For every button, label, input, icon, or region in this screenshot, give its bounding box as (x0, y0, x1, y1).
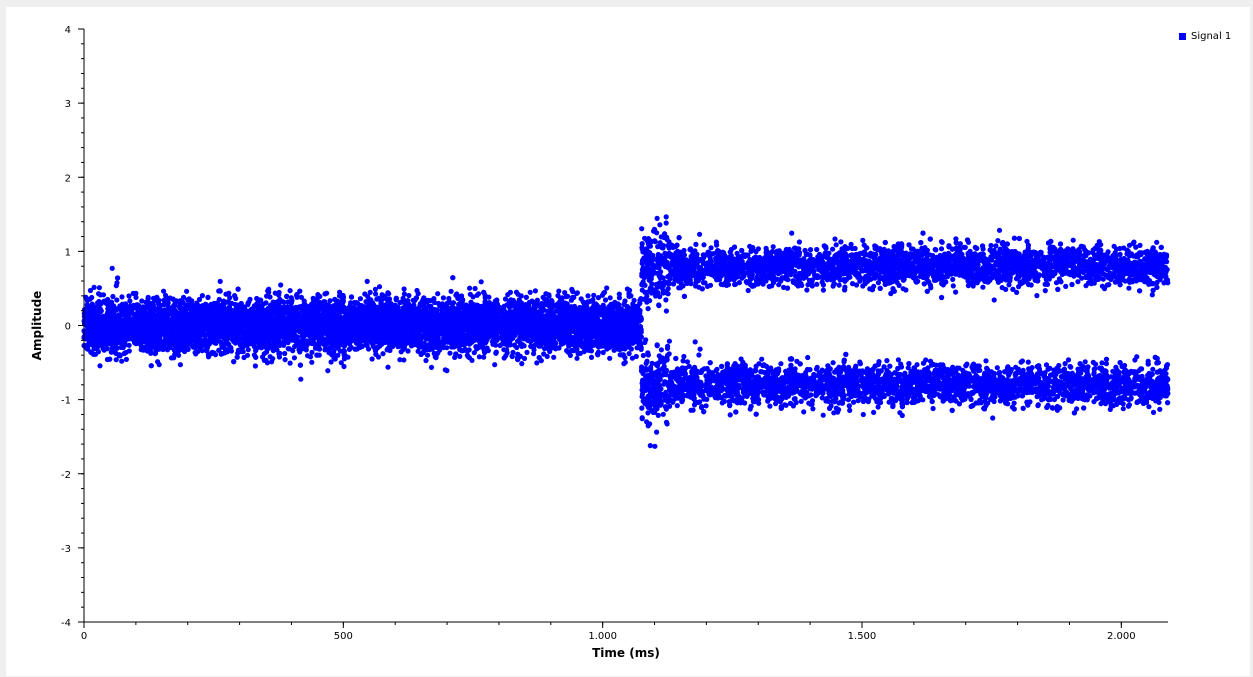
data-point (335, 352, 341, 358)
data-point (577, 350, 583, 356)
data-point (325, 368, 331, 374)
data-point (435, 291, 441, 297)
data-point (95, 300, 101, 306)
data-point (114, 297, 120, 303)
data-point (188, 342, 194, 348)
data-point (278, 282, 284, 288)
data-point (126, 293, 132, 299)
data-point (527, 289, 533, 295)
data-point (540, 294, 546, 300)
data-point (252, 363, 258, 369)
data-point (116, 306, 122, 312)
data-point (374, 296, 380, 302)
data-point (155, 359, 161, 365)
data-point (127, 298, 133, 304)
data-point (551, 354, 557, 360)
data-point (478, 279, 484, 285)
data-point (494, 297, 500, 303)
data-point (168, 355, 175, 361)
data-point (425, 352, 431, 358)
data-point (305, 353, 311, 359)
data-point (631, 297, 637, 303)
data-point (604, 285, 610, 291)
data-point (380, 351, 386, 357)
data-point (629, 355, 636, 361)
data-point (372, 286, 378, 292)
data-point (607, 295, 613, 301)
data-point (91, 284, 97, 290)
data-point (123, 356, 129, 362)
data-point (309, 349, 315, 355)
data-point (505, 292, 511, 298)
data-point (139, 298, 145, 304)
data-point (466, 347, 472, 353)
data-point (119, 358, 125, 364)
data-point (600, 349, 606, 356)
data-point (565, 293, 571, 299)
data-point (626, 291, 632, 297)
data-point (353, 300, 359, 306)
data-point (398, 349, 404, 355)
data-point (440, 295, 446, 301)
data-point (282, 350, 288, 357)
data-point (203, 347, 209, 353)
data-point (401, 286, 407, 292)
data-point (476, 354, 482, 360)
data-point (423, 357, 429, 364)
data-point (626, 351, 632, 357)
data-point (622, 355, 628, 361)
data-point (385, 364, 391, 370)
data-point (298, 376, 304, 382)
data-point (585, 293, 591, 299)
data-point (291, 355, 297, 361)
data-point (570, 288, 576, 295)
data-point (556, 288, 562, 294)
data-point (470, 294, 476, 300)
data-point (544, 353, 550, 359)
data-point (481, 354, 487, 360)
data-point (119, 294, 125, 300)
data-points (81, 214, 1171, 449)
data-point (287, 288, 293, 294)
data-point (348, 294, 355, 300)
data-point (447, 350, 453, 356)
data-point (97, 363, 103, 369)
data-point (602, 297, 609, 303)
data-point (376, 284, 383, 290)
data-point (444, 368, 450, 374)
data-point (113, 357, 119, 363)
data-point (177, 362, 183, 368)
data-point (574, 290, 580, 296)
data-point (633, 353, 639, 360)
data-point (607, 355, 613, 361)
data-point (287, 360, 293, 366)
data-point (428, 364, 435, 370)
data-point (369, 356, 375, 362)
data-point (519, 361, 525, 367)
data-point (352, 346, 358, 352)
data-point (521, 355, 528, 362)
data-point (401, 291, 407, 297)
data-point (591, 292, 597, 298)
data-point (574, 355, 580, 361)
data-point (534, 360, 540, 366)
data-point (472, 285, 478, 292)
data-point (588, 354, 595, 360)
data-point (96, 285, 102, 291)
data-point (199, 293, 205, 299)
data-point (84, 302, 90, 308)
data-point (548, 342, 554, 349)
data-point (467, 285, 473, 291)
data-point (364, 278, 370, 284)
data-point (232, 293, 238, 299)
data-point (126, 342, 132, 348)
data-point (338, 360, 344, 366)
data-point (401, 357, 407, 363)
data-point (217, 278, 223, 284)
